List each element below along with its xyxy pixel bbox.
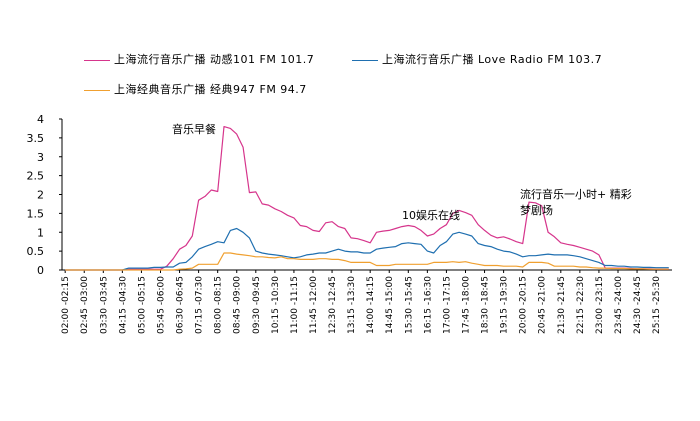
x-tick-label: 11:45 -12:00 <box>309 276 319 334</box>
x-tick-label: 10:15 -10:30 <box>271 276 281 334</box>
annotation-entertainment-online: 10娱乐在线 <box>402 209 460 222</box>
legend-label-series-2: 上海流行音乐广播 Love Radio FM 103.7 <box>382 53 603 66</box>
x-tick-label: 07:15 -07:30 <box>195 276 205 334</box>
y-tick-label: 0.5 <box>27 245 45 258</box>
legend-swatch-series-1 <box>84 59 110 61</box>
x-tick-label: 15:30 -15:45 <box>404 276 414 334</box>
y-tick-label: 1.5 <box>27 207 45 220</box>
x-tick-label: 16:15 -16:30 <box>423 276 433 334</box>
series-line-2 <box>65 227 669 271</box>
legend-swatch-series-2 <box>352 59 378 61</box>
y-tick-label: 3 <box>37 151 44 164</box>
x-tick-label: 23:00 -23:15 <box>595 276 605 334</box>
x-tick-label: 17:45 -18:00 <box>461 276 471 334</box>
x-tick-label: 03:30 -03:45 <box>99 276 109 334</box>
x-tick-label: 14:00 -14:15 <box>366 276 376 334</box>
y-tick-label: 4 <box>37 113 44 126</box>
series-line-3 <box>65 252 669 271</box>
x-tick-label: 02:45 -03:00 <box>80 276 90 334</box>
x-tick-label: 06:30 -06:45 <box>176 276 186 334</box>
y-tick-label: 1 <box>37 226 44 239</box>
x-tick-label: 17:00 -17:15 <box>442 276 452 334</box>
x-tick-label: 02:00 -02:15 <box>61 276 71 334</box>
legend-label-series-1: 上海流行音乐广播 动感101 FM 101.7 <box>114 53 315 66</box>
legend-swatch-series-3 <box>84 89 110 91</box>
x-tick-label: 18:30 -18:45 <box>481 276 491 334</box>
x-tick-label: 08:45 -09:00 <box>233 276 243 334</box>
y-tick-label: 2.5 <box>27 170 45 183</box>
x-tick-label: 05:45 -06:00 <box>156 276 166 334</box>
x-tick-label: 21:30 -21:45 <box>557 276 567 334</box>
annotation-pop-hour: 流行音乐一小时+ 精彩 <box>520 188 632 201</box>
x-tick-label: 14:45 -15:00 <box>385 276 395 334</box>
x-tick-label: 23:45 -24:00 <box>614 276 624 334</box>
legend-label-series-3: 上海经典音乐广播 经典947 FM 94.7 <box>114 83 307 96</box>
x-tick-label: 12:30 -12:45 <box>328 276 338 334</box>
x-tick-label: 13:15 -13:30 <box>347 276 357 334</box>
legend-item-series-2: 上海流行音乐广播 Love Radio FM 103.7 <box>352 51 602 67</box>
annotation-dream-theater: 梦剧场 <box>520 204 553 217</box>
annotation-music-breakfast: 音乐早餐 <box>172 123 216 136</box>
x-tick-label: 20:00 -20:15 <box>519 276 529 334</box>
x-tick-label: 04:15 -04:30 <box>118 276 128 334</box>
x-tick-label: 22:15 -22:30 <box>576 276 586 334</box>
x-tick-label: 19:15 -19:30 <box>500 276 510 334</box>
x-tick-label: 24:30 -24:45 <box>633 276 643 334</box>
y-tick-label: 0 <box>37 264 44 277</box>
x-tick-label: 05:00 -05:15 <box>137 276 147 334</box>
y-tick-label: 2 <box>37 189 44 202</box>
x-tick-label: 09:30 -09:45 <box>252 276 262 334</box>
x-tick-label: 25:15 -25:30 <box>652 276 662 334</box>
x-tick-label: 20:45 -21:00 <box>538 276 548 334</box>
y-tick-label: 3.5 <box>27 132 45 145</box>
x-tick-label: 11:00 -11:15 <box>290 276 300 334</box>
legend-item-series-3: 上海经典音乐广播 经典947 FM 94.7 <box>84 81 307 97</box>
legend-item-series-1: 上海流行音乐广播 动感101 FM 101.7 <box>84 51 314 67</box>
x-tick-label: 08:00 -08:15 <box>214 276 224 334</box>
